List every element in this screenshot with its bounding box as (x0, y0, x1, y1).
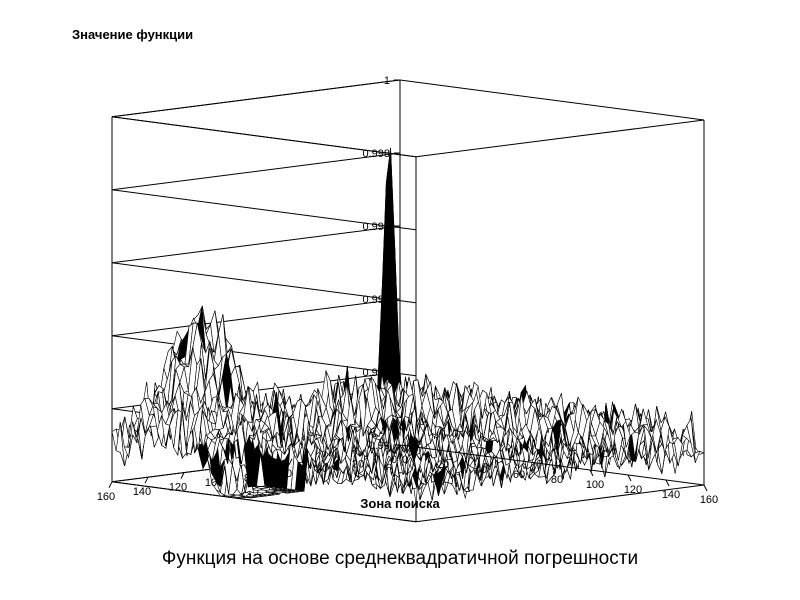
svg-text:40: 40 (316, 463, 328, 475)
svg-text:100: 100 (205, 477, 223, 489)
svg-text:20: 20 (352, 459, 364, 471)
svg-text:80: 80 (551, 474, 563, 486)
svg-text:0.996: 0.996 (362, 221, 390, 233)
svg-text:0.99: 0.99 (369, 440, 390, 452)
svg-text:20: 20 (437, 459, 449, 471)
surface-plot: 0.99 0.992 0.994 0.996 0.998 1 0 20 40 60 80 100 120… (0, 0, 800, 540)
svg-text:1: 1 (384, 75, 390, 87)
svg-text:40: 40 (475, 464, 487, 476)
svg-text:0.994: 0.994 (362, 294, 390, 306)
svg-text:60: 60 (280, 468, 292, 480)
svg-text:140: 140 (133, 486, 151, 498)
svg-text:0: 0 (402, 454, 408, 466)
svg-text:160: 160 (700, 494, 718, 506)
svg-text:160: 160 (97, 491, 115, 503)
svg-text:60: 60 (513, 469, 525, 481)
svg-text:80: 80 (244, 472, 256, 484)
figure-caption: Функция на основе среднеквадратичной пог… (0, 548, 800, 570)
svg-text:120: 120 (169, 482, 187, 494)
svg-text:120: 120 (624, 484, 642, 496)
svg-text:140: 140 (662, 489, 680, 501)
svg-text:100: 100 (586, 479, 604, 491)
svg-text:0.992: 0.992 (362, 367, 390, 379)
svg-text:0.998: 0.998 (362, 148, 390, 160)
svg-text:0: 0 (391, 454, 397, 466)
